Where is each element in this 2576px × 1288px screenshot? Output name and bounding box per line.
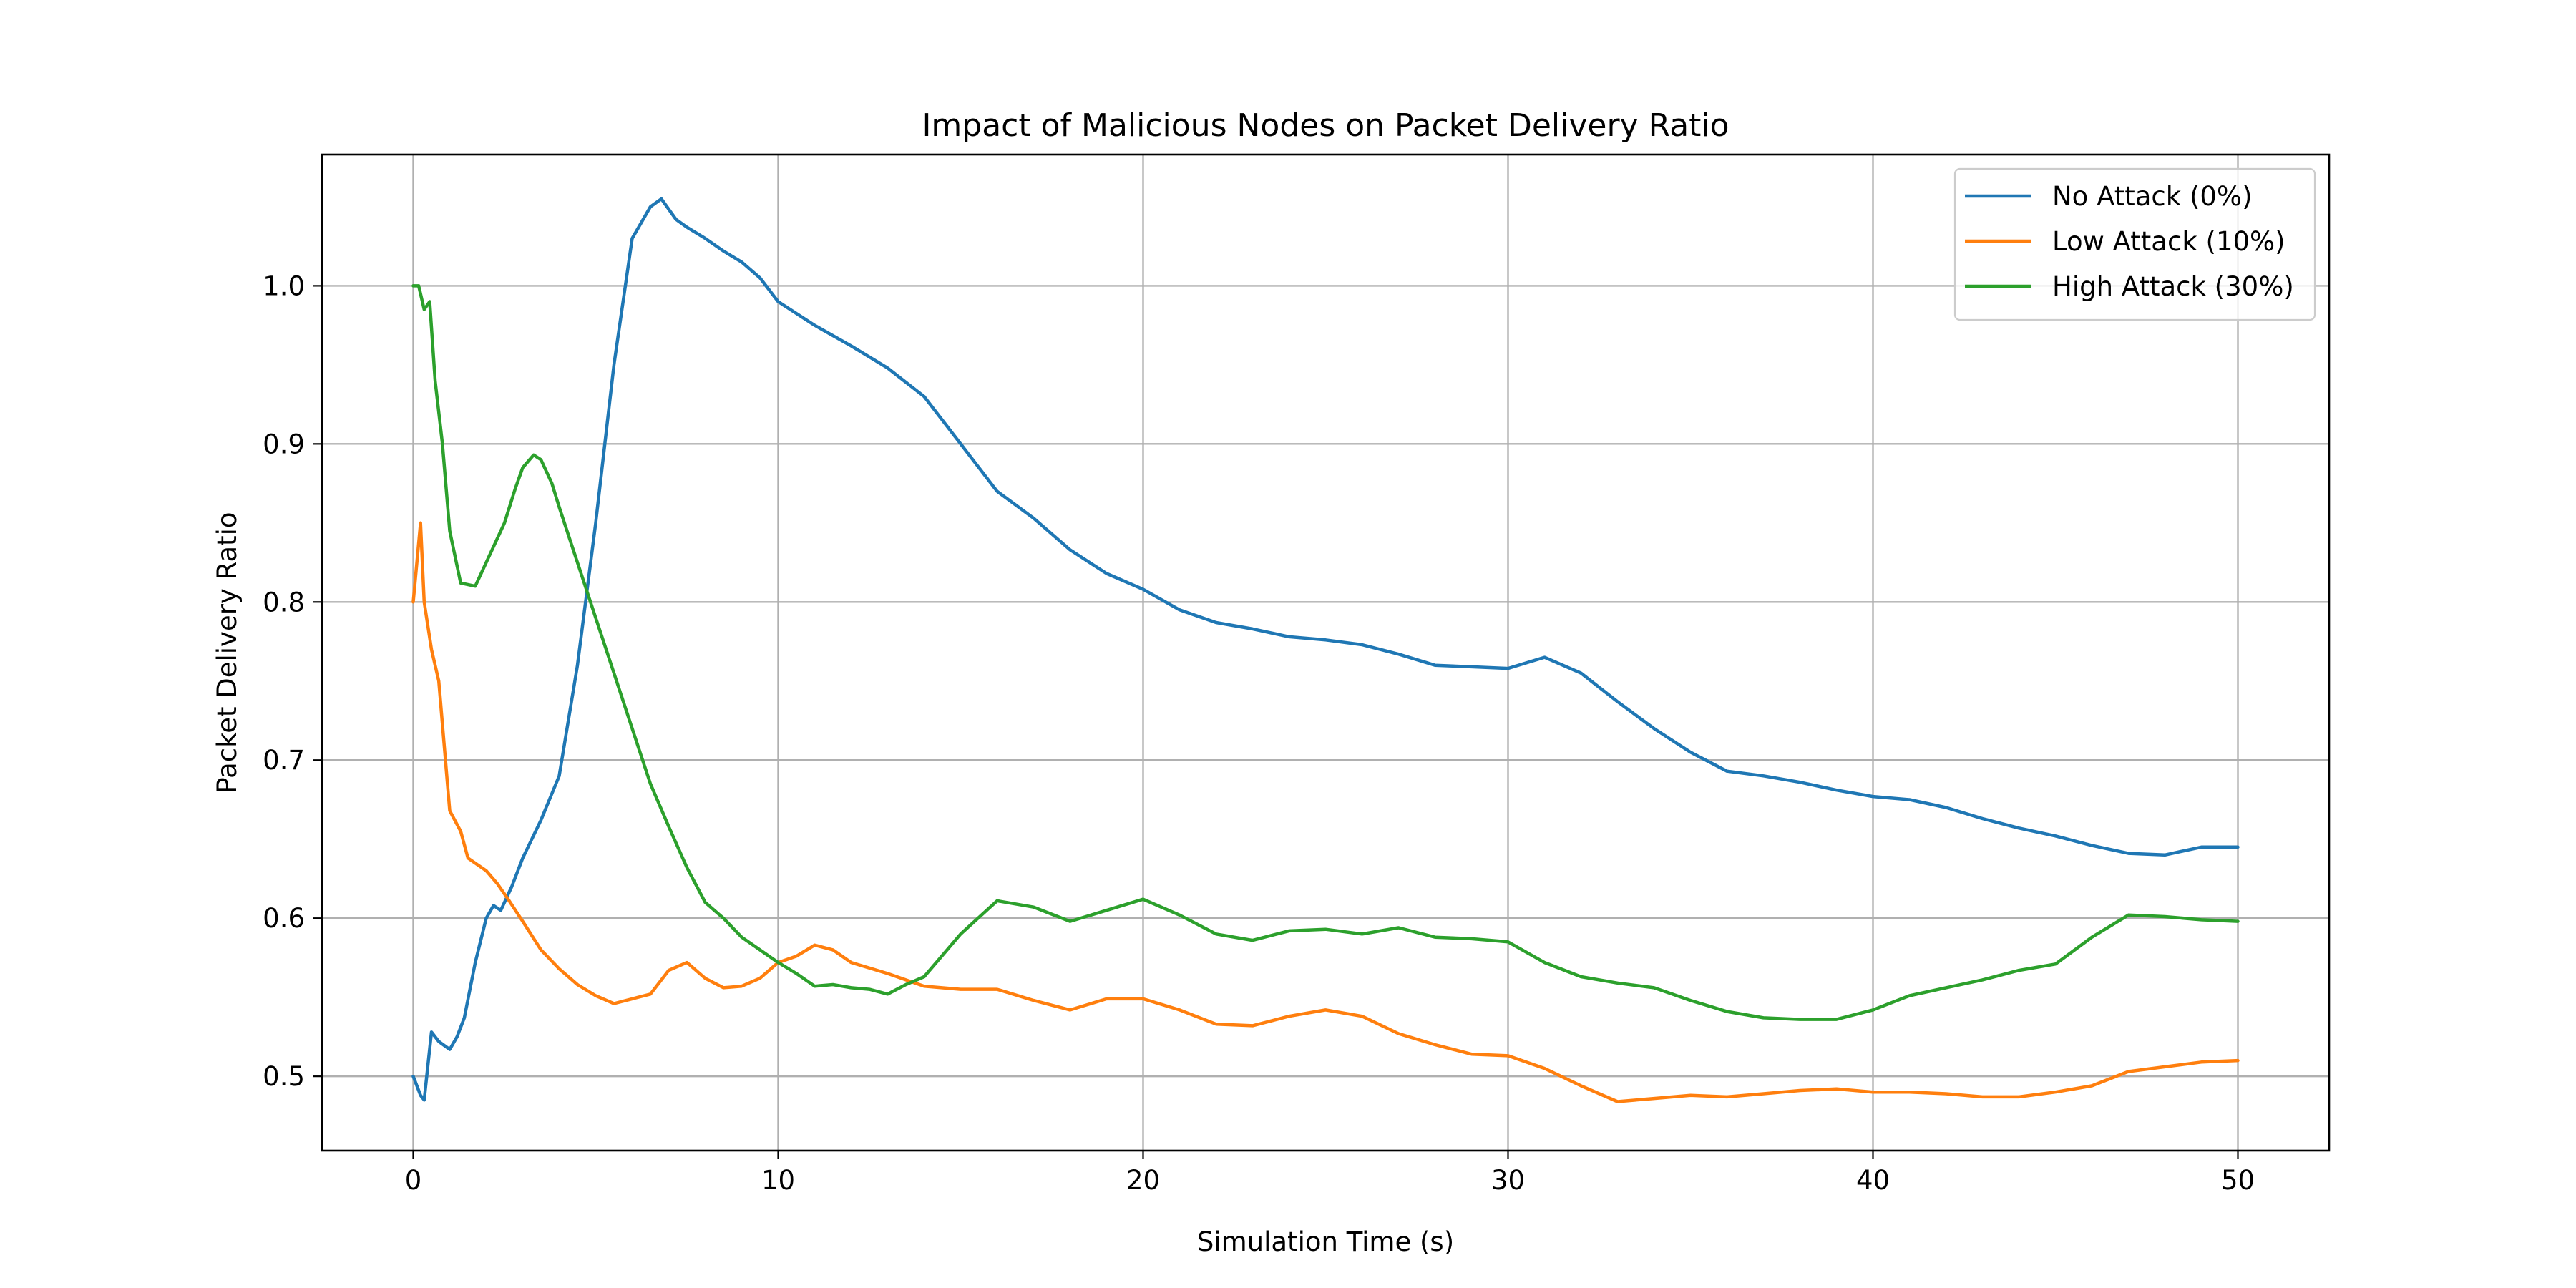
x-tick-label: 50 — [2221, 1165, 2255, 1196]
x-tick-label: 40 — [1856, 1165, 1890, 1196]
x-tick-label: 30 — [1491, 1165, 1525, 1196]
series-line-2 — [411, 521, 2240, 1103]
grid-lines — [322, 155, 2329, 1151]
legend-label-2: Low Attack (10%) — [2052, 226, 2285, 257]
chart-title: Impact of Malicious Nodes on Packet Deli… — [922, 107, 1729, 144]
x-tick-label: 10 — [761, 1165, 795, 1196]
y-tick-label: 0.8 — [263, 587, 305, 618]
series-line-1 — [411, 197, 2240, 1102]
y-axis-label: Packet Delivery Ratio — [212, 512, 243, 793]
legend-box — [1953, 167, 2316, 321]
y-tick-label: 1.0 — [263, 270, 305, 301]
y-tick-label: 0.5 — [263, 1061, 305, 1092]
y-tick-label: 0.6 — [263, 903, 305, 934]
y-tick-label: 0.7 — [263, 745, 305, 776]
legend: No Attack (0%) Low Attack (10%) High Attac… — [1953, 167, 2316, 321]
series-lines — [411, 197, 2240, 1103]
legend-label-1: No Attack (0%) — [2052, 181, 2253, 212]
x-axis-label: Simulation Time (s) — [1197, 1226, 1454, 1257]
y-tick-label: 0.9 — [263, 429, 305, 459]
x-tick-label: 20 — [1126, 1165, 1160, 1196]
legend-label-3: High Attack (30%) — [2052, 271, 2294, 302]
axis-ticks: 0 10 20 30 40 50 0.5 0.6 0.7 0.8 0.9 1.0 — [263, 270, 2255, 1196]
series-line-3 — [411, 284, 2240, 1021]
x-tick-label: 0 — [405, 1165, 422, 1196]
legend-entries: No Attack (0%) Low Attack (10%) High Attac… — [1965, 181, 2294, 302]
plot-frame — [321, 153, 2331, 1152]
